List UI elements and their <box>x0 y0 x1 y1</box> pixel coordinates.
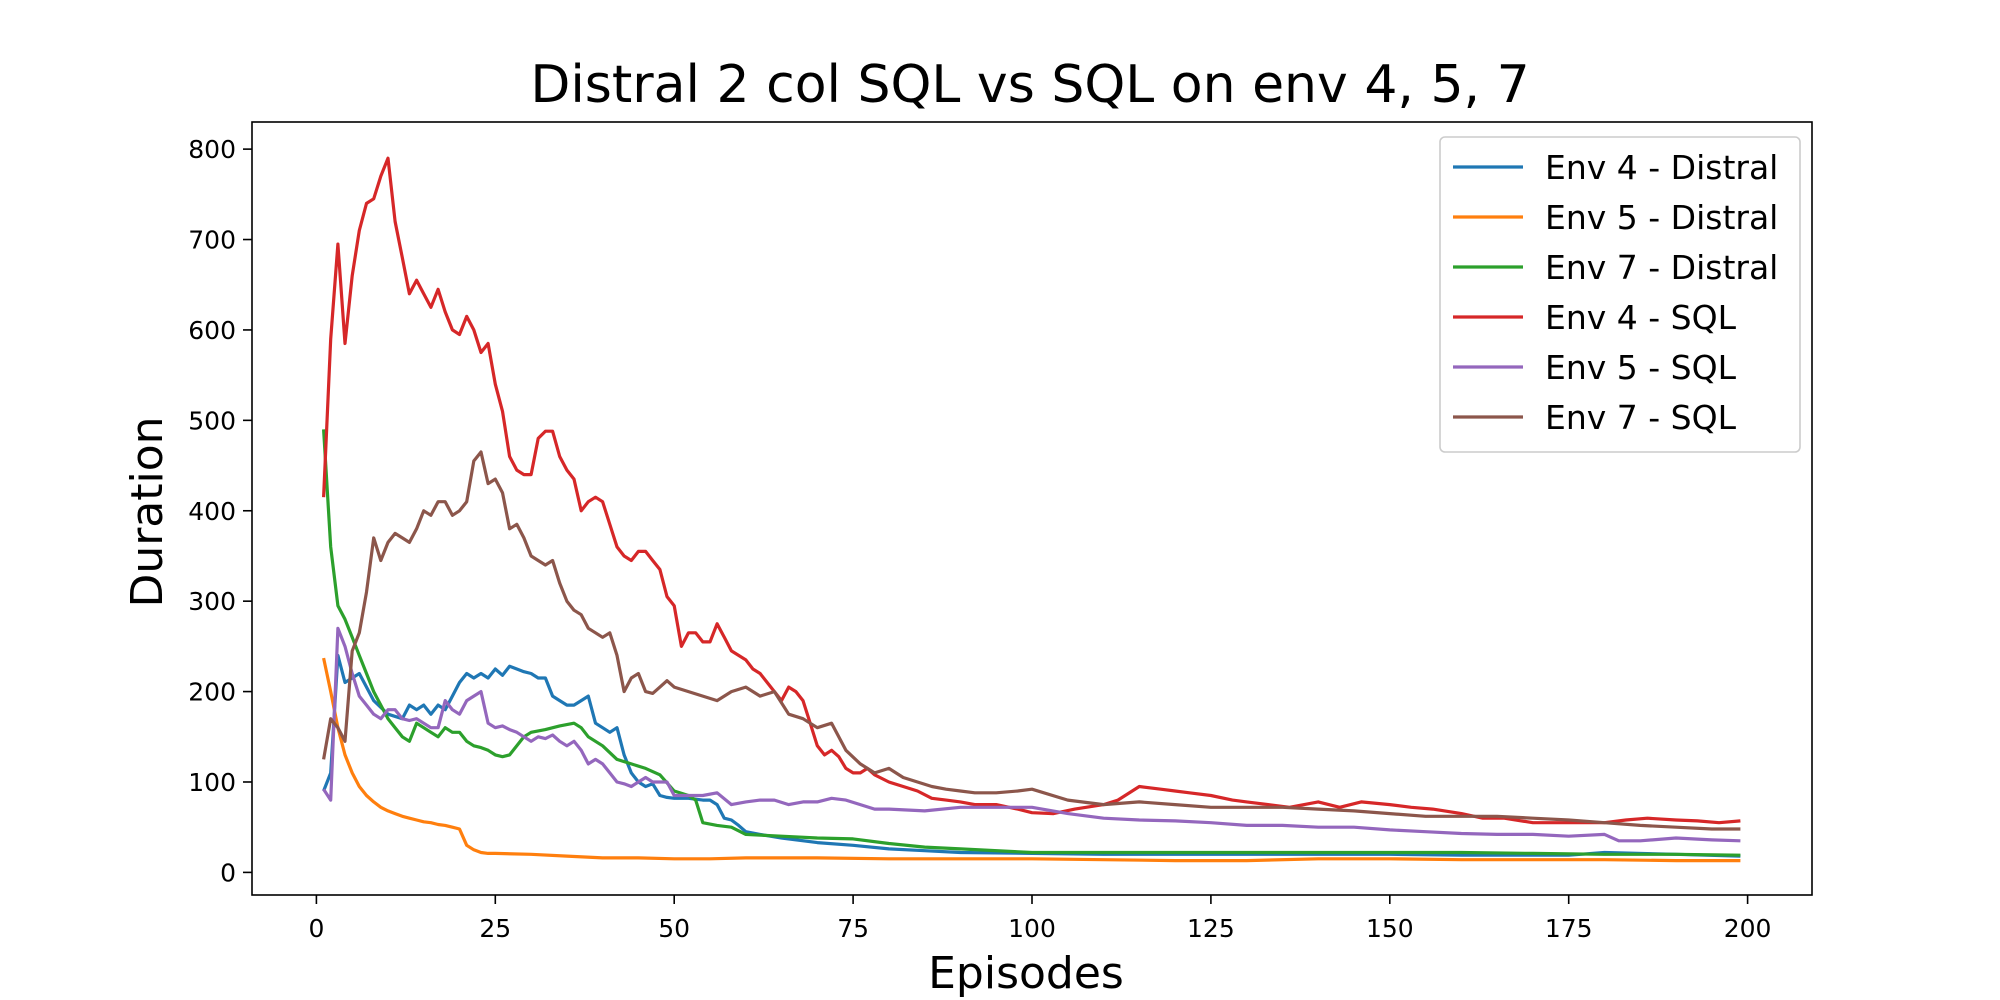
chart-title: Distral 2 col SQL vs SQL on env 4, 5, 7 <box>530 55 1529 115</box>
legend-label-3: Env 7 - Distral <box>1545 248 1778 287</box>
y-axis: 0 100 200 300 400 500 600 700 800 <box>188 135 252 887</box>
y-tick-label: 800 <box>188 135 236 164</box>
series-line-3 <box>322 429 1741 857</box>
y-tick-label: 300 <box>188 587 236 616</box>
series-line-6 <box>322 450 1741 831</box>
x-tick-label: 200 <box>1724 914 1772 943</box>
legend-label-4: Env 4 - SQL <box>1545 298 1737 337</box>
y-tick-label: 0 <box>220 858 236 887</box>
x-tick-label: 100 <box>1008 914 1056 943</box>
series-line-5 <box>322 626 1741 843</box>
y-axis-label: Duration <box>122 416 173 607</box>
series-line-2 <box>322 657 1741 863</box>
x-tick-label: 0 <box>308 914 324 943</box>
y-tick-label: 100 <box>188 768 236 797</box>
x-axis: 0 25 50 75 100 125 150 175 200 <box>308 895 1771 943</box>
y-tick-label: 600 <box>188 316 236 345</box>
legend-label-2: Env 5 - Distral <box>1545 198 1778 237</box>
legend: Env 4 - Distral Env 5 - Distral Env 7 - Di… <box>1439 136 1801 453</box>
x-tick-label: 150 <box>1366 914 1414 943</box>
x-axis-label: Episodes <box>928 948 1124 999</box>
x-tick-label: 75 <box>837 914 869 943</box>
series-line-1 <box>322 653 1741 858</box>
x-tick-label: 50 <box>658 914 690 943</box>
y-tick-label: 200 <box>188 678 236 707</box>
y-tick-label: 700 <box>188 226 236 255</box>
series-layer <box>322 156 1741 863</box>
x-tick-label: 175 <box>1545 914 1593 943</box>
legend-label-5: Env 5 - SQL <box>1545 348 1737 387</box>
x-tick-label: 125 <box>1187 914 1235 943</box>
legend-frame <box>1439 136 1801 453</box>
series-line-4 <box>322 156 1741 825</box>
legend-label-6: Env 7 - SQL <box>1545 398 1737 437</box>
y-tick-label: 500 <box>188 406 236 435</box>
x-tick-label: 25 <box>479 914 511 943</box>
legend-label-1: Env 4 - Distral <box>1545 148 1778 187</box>
y-tick-label: 400 <box>188 497 236 526</box>
